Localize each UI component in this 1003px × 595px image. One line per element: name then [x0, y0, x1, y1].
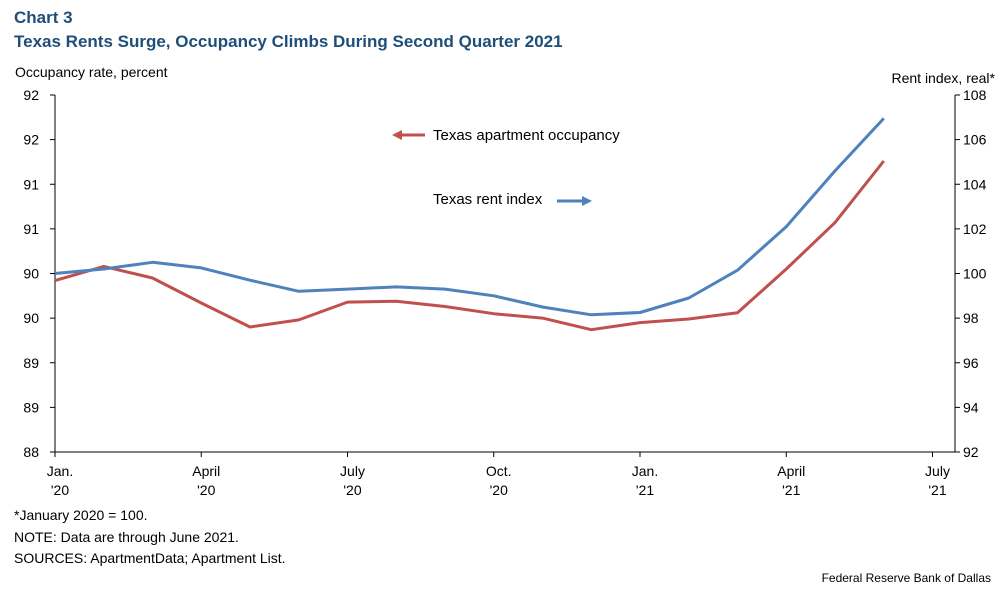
x-tick-label: April — [192, 463, 220, 479]
right-tick-label: 104 — [963, 176, 987, 192]
right-tick-label: 108 — [963, 87, 987, 103]
left-tick-label: 90 — [23, 310, 39, 326]
left-tick-label: 91 — [23, 176, 39, 192]
credit-line: Federal Reserve Bank of Dallas — [821, 571, 991, 585]
occupancy-legend-label: Texas apartment occupancy — [433, 127, 620, 144]
data-note: NOTE: Data are through June 2021. — [14, 529, 239, 545]
x-tick-label: Oct. — [486, 463, 512, 479]
x-tick-label: Jan. — [632, 463, 658, 479]
right-tick-label: 98 — [963, 310, 979, 326]
left-tick-label: 90 — [23, 266, 39, 282]
right-tick-label: 92 — [963, 444, 979, 460]
right-tick-label: 102 — [963, 221, 987, 237]
index-footnote: *January 2020 = 100. — [14, 507, 148, 523]
chart-number: Chart 3 — [14, 8, 73, 27]
left-tick-label: 92 — [23, 87, 39, 103]
right-tick-label: 106 — [963, 132, 987, 148]
left-tick-label: 88 — [23, 444, 39, 460]
sources-note: SOURCES: ApartmentData; Apartment List. — [14, 550, 286, 566]
x-tick-year: '21 — [782, 482, 800, 498]
rent-legend-label: Texas rent index — [433, 191, 543, 208]
right-tick-label: 96 — [963, 355, 979, 371]
x-tick-year: '20 — [343, 482, 361, 498]
x-tick-label: April — [777, 463, 805, 479]
x-tick-year: '20 — [490, 482, 508, 498]
chart-legend: Texas apartment occupancy Texas rent inde… — [392, 127, 620, 208]
left-tick-label: 91 — [23, 221, 39, 237]
x-tick-year: '21 — [636, 482, 654, 498]
right-tick-label: 100 — [963, 266, 987, 282]
x-tick-label: Jan. — [47, 463, 73, 479]
right-axis-title: Rent index, real* — [891, 70, 995, 86]
right-tick-label: 94 — [963, 399, 979, 415]
left-axis-title: Occupancy rate, percent — [15, 64, 168, 80]
x-tick-year: '20 — [51, 482, 69, 498]
x-tick-label: July — [925, 463, 950, 479]
left-tick-label: 89 — [23, 355, 39, 371]
chart-series — [54, 117, 885, 332]
x-tick-year: '21 — [928, 482, 946, 498]
left-tick-label: 92 — [23, 132, 39, 148]
occupancy-series-line — [54, 160, 885, 332]
rent-legend-arrowhead — [582, 196, 592, 206]
left-tick-label: 89 — [23, 399, 39, 415]
chart-title: Texas Rents Surge, Occupancy Climbs Duri… — [14, 32, 563, 51]
chart-axes: 92 92 91 91 90 90 89 89 88 108 106 104 102 100 98 96 94 9… — [23, 87, 986, 498]
occupancy-legend-arrowhead — [392, 130, 402, 140]
x-tick-year: '20 — [197, 482, 215, 498]
x-tick-label: July — [340, 463, 365, 479]
rent-series-line — [54, 117, 885, 317]
